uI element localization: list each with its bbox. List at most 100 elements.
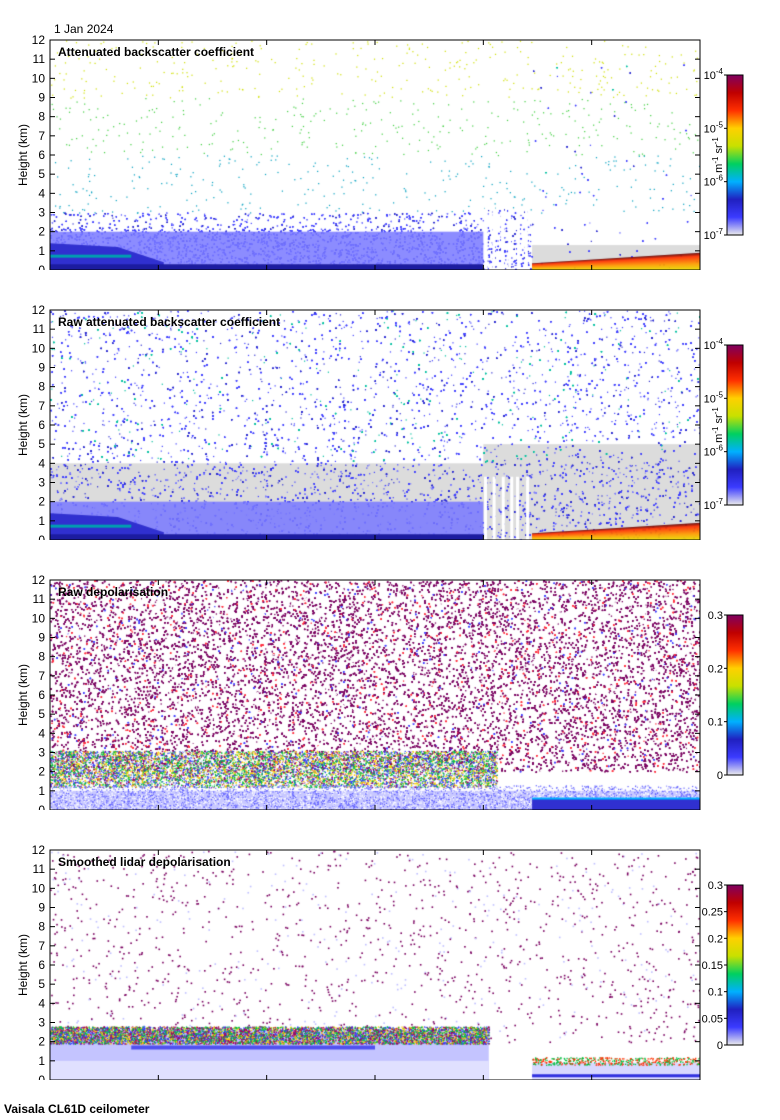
y-axis-label: Height (km) <box>16 934 30 996</box>
y-tick-label: 12 <box>32 573 46 587</box>
y-tick-label: 3 <box>38 746 45 760</box>
y-tick-label: 1 <box>38 514 45 528</box>
heatmap-panel-svg: Raw attenuated backscatter coefficient 0 1… <box>16 303 744 540</box>
y-tick-label: 6 <box>38 958 45 972</box>
colorbar-tick-label: 10-4 <box>704 67 724 82</box>
y-tick-label: 6 <box>38 148 45 162</box>
y-tick-label: 2 <box>38 495 45 509</box>
instrument-label: Vaisala CL61D ceilometer <box>4 1102 150 1116</box>
panel-title: Raw depolarisation <box>58 585 168 599</box>
y-tick-label: 4 <box>38 186 45 200</box>
y-tick-label: 3 <box>38 476 45 490</box>
y-tick-label: 12 <box>32 33 46 47</box>
colorbar <box>726 614 744 776</box>
colorbar-tick-label: 0.1 <box>708 987 723 999</box>
y-tick-label: 10 <box>32 881 46 895</box>
y-tick-label: 5 <box>38 167 45 181</box>
y-tick-label: 0 <box>38 1073 45 1080</box>
y-tick-label: 1 <box>38 784 45 798</box>
y-tick-label: 9 <box>38 631 45 645</box>
y-tick-label: 11 <box>33 52 46 66</box>
y-tick-label: 4 <box>38 996 45 1010</box>
y-tick-label: 3 <box>38 206 45 220</box>
panel-title: Raw attenuated backscatter coefficient <box>58 315 280 329</box>
panel-4: Smoothed lidar depolarisation 0 1 2 3 4 5 6 7 8 9 1… <box>0 810 780 1080</box>
colorbar-tick-label: 0.05 <box>702 1013 723 1025</box>
y-tick-label: 5 <box>38 977 45 991</box>
y-tick-label: 11 <box>33 322 46 336</box>
y-tick-label: 9 <box>38 91 45 105</box>
y-axis-label: Height (km) <box>16 394 30 456</box>
panel-1: Attenuated backscatter coefficient 0 1 2 3 4 5… <box>0 0 780 270</box>
y-tick-label: 0 <box>38 803 45 810</box>
y-tick-label: 1 <box>38 244 45 258</box>
y-tick-label: 8 <box>38 920 45 934</box>
panel-3: Raw depolarisation012345678910111200:000… <box>0 540 780 810</box>
colorbar-tick-label: 0.15 <box>702 960 723 972</box>
heatmap-panel-svg: Smoothed lidar depolarisation01234567891… <box>16 843 744 1080</box>
colorbar-tick-label: 0.1 <box>708 717 723 729</box>
y-tick-label: 4 <box>38 726 45 740</box>
y-tick-label: 2 <box>38 1035 45 1049</box>
colorbar-tick-label: 10-7 <box>704 497 724 512</box>
colorbar-tick-label: 0 <box>717 1040 723 1052</box>
colorbar-tick-label: 0 <box>717 770 723 782</box>
y-tick-label: 8 <box>38 650 45 664</box>
colorbar-tick-label: 10-5 <box>704 120 724 135</box>
y-tick-label: 6 <box>38 688 45 702</box>
y-tick-label: 5 <box>38 437 45 451</box>
y-tick-label: 7 <box>38 669 45 683</box>
y-tick-label: 1 <box>38 1054 45 1068</box>
y-tick-label: 0 <box>38 263 45 270</box>
colorbar-tick-label: 0.3 <box>708 610 723 622</box>
y-tick-label: 9 <box>38 361 45 375</box>
y-tick-label: 11 <box>33 862 46 876</box>
y-tick-label: 3 <box>38 1016 45 1030</box>
y-tick-label: 0 <box>38 533 45 540</box>
colorbar <box>726 74 744 236</box>
colorbar-tick-label: 10-6 <box>704 174 724 189</box>
colorbar-tick-label: 0.2 <box>708 933 723 945</box>
y-tick-label: 10 <box>32 71 46 85</box>
y-tick-label: 2 <box>38 225 45 239</box>
colorbar-tick-label: 10-4 <box>704 337 724 352</box>
colorbar <box>726 344 744 506</box>
y-tick-label: 9 <box>38 901 45 915</box>
y-tick-label: 10 <box>32 341 46 355</box>
colorbar-units: m-1 sr-1 <box>711 407 725 443</box>
y-tick-label: 7 <box>38 129 45 143</box>
y-tick-label: 4 <box>38 456 45 470</box>
y-tick-label: 8 <box>38 110 45 124</box>
colorbar-tick-label: 0.3 <box>708 880 723 892</box>
y-axis-label: Height (km) <box>16 664 30 726</box>
heatmap-image <box>50 580 700 810</box>
y-tick-label: 11 <box>33 592 46 606</box>
y-tick-label: 7 <box>38 939 45 953</box>
panel-title: Smoothed lidar depolarisation <box>58 855 231 869</box>
y-tick-label: 12 <box>32 303 46 317</box>
heatmap-image <box>50 40 700 270</box>
y-tick-label: 6 <box>38 418 45 432</box>
y-tick-label: 12 <box>32 843 46 857</box>
y-tick-label: 2 <box>38 765 45 779</box>
colorbar-tick-label: 10-6 <box>704 444 724 459</box>
colorbar-tick-label: 10-5 <box>704 390 724 405</box>
y-axis-label: Height (km) <box>16 124 30 186</box>
heatmap-image <box>50 850 700 1080</box>
colorbar-units: m-1 sr-1 <box>711 137 725 173</box>
colorbar-tick-label: 10-7 <box>704 227 724 242</box>
colorbar <box>726 884 744 1046</box>
heatmap-panel-svg: Raw depolarisation012345678910111200:000… <box>16 573 744 810</box>
colorbar-tick-label: 0.25 <box>702 907 723 919</box>
y-tick-label: 5 <box>38 707 45 721</box>
y-tick-label: 8 <box>38 380 45 394</box>
plot-date: 1 Jan 2024 <box>54 22 114 36</box>
panel-title: Attenuated backscatter coefficient <box>58 45 254 59</box>
colorbar-tick-label: 0.2 <box>708 663 723 675</box>
panel-2: Raw attenuated backscatter coefficient 0 1… <box>0 270 780 540</box>
heatmap-image <box>50 310 700 540</box>
y-tick-label: 10 <box>32 611 46 625</box>
heatmap-panel-svg: Attenuated backscatter coefficient012345… <box>16 33 744 270</box>
y-tick-label: 7 <box>38 399 45 413</box>
